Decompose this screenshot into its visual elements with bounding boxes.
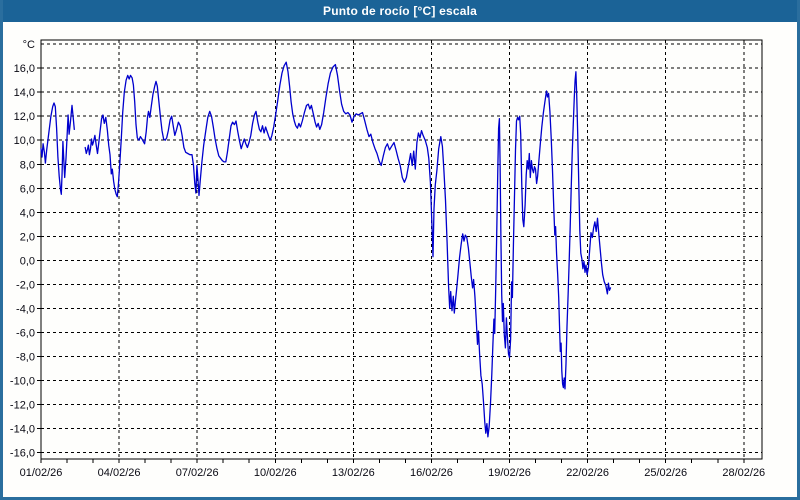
y-tick-label: 0,0 bbox=[20, 255, 35, 267]
chart-area: 16,0 14,0 12,0 10,0 8,0 6,0 4,0 2,0 0,0 -2,0 -4,0 -… bbox=[3, 22, 797, 497]
y-tick-label: 12,0 bbox=[14, 111, 35, 123]
y-axis-unit-label: °C bbox=[23, 39, 35, 51]
y-tick-label: 16,0 bbox=[14, 63, 35, 75]
x-tick-label: 04/02/26 bbox=[98, 467, 141, 479]
x-tick-label: 10/02/26 bbox=[254, 467, 297, 479]
y-tick-label: -2,0 bbox=[16, 279, 35, 291]
y-tick-label: -14,0 bbox=[10, 423, 35, 435]
y-tick-label: 6,0 bbox=[20, 183, 35, 195]
x-tick-label: 28/02/26 bbox=[722, 467, 765, 479]
y-tick-label: 10,0 bbox=[14, 135, 35, 147]
series-line bbox=[84, 61, 612, 438]
dewpoint-line-chart: 16,0 14,0 12,0 10,0 8,0 6,0 4,0 2,0 0,0 -2,0 -4,0 -… bbox=[10, 39, 765, 479]
y-tick-label: -16,0 bbox=[10, 447, 35, 459]
plot-border bbox=[40, 39, 763, 460]
x-tick-label: 13/02/26 bbox=[332, 467, 375, 479]
x-tick-label: 22/02/26 bbox=[566, 467, 609, 479]
title-bar: Punto de rocío [°C] escala bbox=[3, 0, 797, 22]
series-line bbox=[40, 102, 75, 195]
y-tick-label: -6,0 bbox=[16, 327, 35, 339]
y-tick-label: -10,0 bbox=[10, 375, 35, 387]
window-title: Punto de rocío [°C] escala bbox=[322, 4, 478, 18]
x-tick-label: 25/02/26 bbox=[644, 467, 687, 479]
y-tick-label: 2,0 bbox=[20, 231, 35, 243]
y-tick-label: 14,0 bbox=[14, 87, 35, 99]
y-tick-label: -8,0 bbox=[16, 351, 35, 363]
x-tick-label: 16/02/26 bbox=[410, 467, 453, 479]
x-tick-label: 19/02/26 bbox=[488, 467, 531, 479]
y-tick-label: 8,0 bbox=[20, 159, 35, 171]
y-tick-label: -12,0 bbox=[10, 399, 35, 411]
y-tick-label: -4,0 bbox=[16, 303, 35, 315]
x-tick-label: 01/02/26 bbox=[20, 467, 63, 479]
y-tick-label: 4,0 bbox=[20, 207, 35, 219]
x-tick-label: 07/02/26 bbox=[176, 467, 219, 479]
